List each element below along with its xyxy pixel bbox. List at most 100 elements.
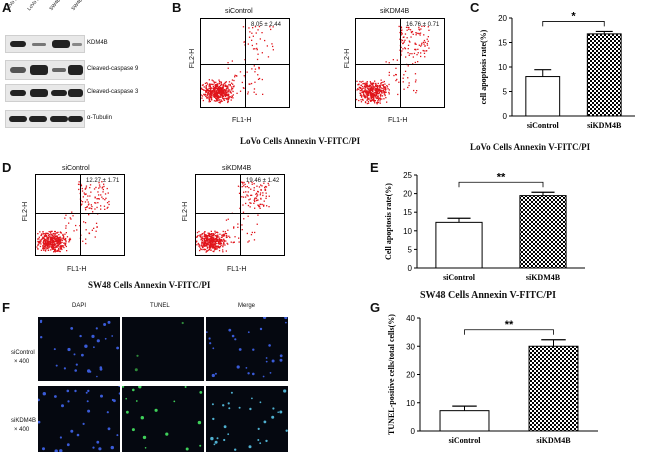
flow-event-dot [388,71,390,74]
flow-event-dot [360,99,362,101]
blot-strip-caspase9 [5,60,85,80]
flow-event-dot [196,231,199,234]
flow-event-dot [360,84,363,86]
flow-event-dot [209,240,211,242]
flow-title: siControl [225,8,253,15]
flow-event-dot [48,245,51,247]
flow-event-dot [42,247,44,249]
cell-nucleus [271,415,275,419]
flow-event-dot [235,75,238,77]
flow-event-dot [222,92,224,94]
flow-event-dot [221,91,223,93]
flow-event-dot [220,236,223,238]
flow-event-dot [46,245,48,247]
flow-event-dot [222,235,224,237]
flow-event-dot [203,238,205,240]
cell-nucleus [70,327,74,330]
flow-event-dot [50,249,52,251]
flow-event-dot [218,79,220,81]
flow-event-dot [207,93,209,95]
bar [435,221,483,269]
cell-nucleus [211,373,215,378]
flow-event-dot [197,234,199,237]
cell-nucleus [54,449,58,453]
flow-event-dot [370,100,372,102]
flow-event-dot [211,234,214,236]
flow-event-dot [223,89,225,91]
flow-event-dot [370,88,372,90]
flow-event-dot [205,87,207,89]
flow-event-dot [379,88,381,90]
flow-event-dot [55,232,58,234]
flow-event-dot [215,81,217,83]
flow-event-dot [205,238,207,240]
flow-event-dot [220,81,222,83]
flow-event-dot [251,68,253,70]
flow-event-dot [226,97,228,100]
flow-event-dot [211,235,213,237]
flow-event-dot [228,83,230,86]
flow-event-dot [43,240,45,242]
flow-event-dot [375,88,378,90]
flow-event-dot [225,94,227,96]
flow-event-dot [211,90,214,92]
flow-event-dot [370,86,372,88]
flow-event-dot [370,99,372,102]
flow-event-dot [58,241,61,243]
flow-event-dot [412,33,414,35]
cell-nucleus [116,346,119,350]
row-label: siControl [11,350,35,356]
flow-event-dot [252,27,254,29]
flow-event-dot [247,195,249,197]
flow-event-dot [362,83,364,85]
flow-event-dot [212,89,214,91]
flow-event-dot [220,99,222,101]
flow-event-dot [245,196,247,198]
flow-event-dot [256,195,258,197]
flow-event-dot [250,202,252,204]
flow-event-dot [376,94,378,97]
flow-event-dot [57,242,59,244]
flow-event-dot [366,90,368,92]
flow-event-dot [205,91,207,93]
flow-event-dot [371,82,373,84]
cell-nucleus [238,406,241,409]
y-tick-label: 25 [403,171,412,180]
flow-event-dot [222,93,224,95]
flow-event-dot [220,242,222,244]
flow-event-dot [228,96,230,98]
flow-event-dot [232,86,235,88]
cell-nucleus [74,389,77,393]
flow-event-dot [246,194,248,196]
flow-event-dot [358,86,360,88]
flow-event-dot [51,238,53,240]
cell-nucleus [54,395,57,398]
flow-event-dot [371,90,373,92]
flow-event-dot [252,35,254,37]
flow-event-dot [234,236,236,238]
flow-event-dot [52,239,54,241]
flow-event-dot [213,88,215,90]
cell-nucleus [259,327,263,331]
flow-event-dot [411,30,414,33]
flow-event-dot [227,85,229,87]
flow-event-dot [368,91,370,93]
flow-event-dot [249,198,251,200]
flow-event-dot [251,44,253,47]
flow-event-dot [224,92,226,94]
flow-event-dot [40,234,43,236]
flow-event-dot [230,99,232,101]
flow-event-dot [379,100,381,102]
cell-nucleus [210,436,214,441]
flow-event-dot [219,99,221,101]
flow-event-dot [246,71,248,73]
flow-event-dot [415,32,417,34]
flow-event-dot [43,235,46,237]
flow-event-dot [55,236,58,238]
flow-event-dot [96,226,98,228]
flow-event-dot [411,53,413,55]
flow-event-dot [104,208,106,210]
flow-event-dot [209,247,211,249]
flow-event-dot [204,82,207,84]
flow-event-dot [202,245,204,247]
